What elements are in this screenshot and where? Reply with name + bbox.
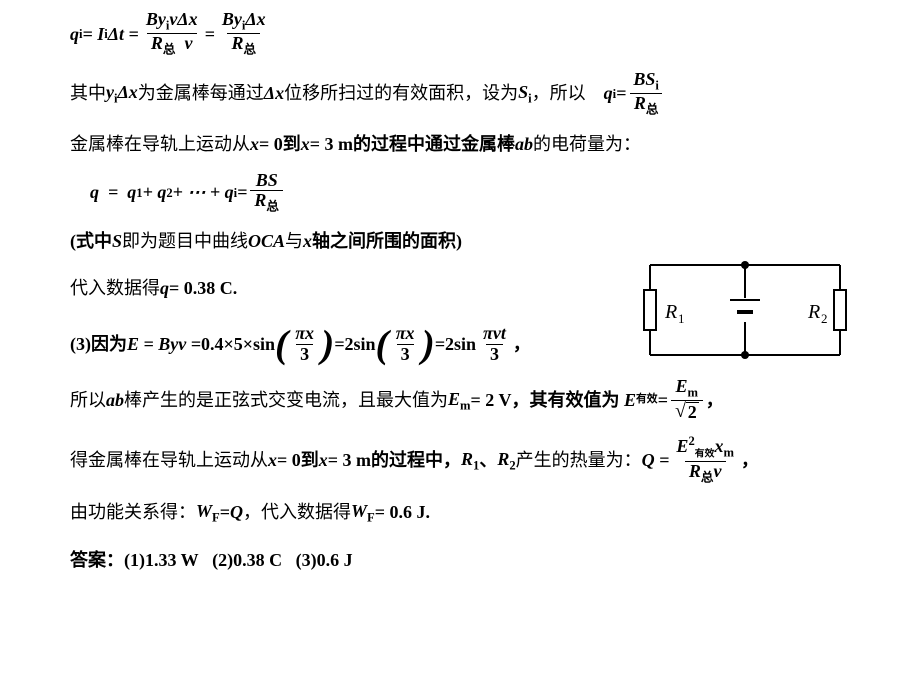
circuit-diagram: R 1 R 2 [630, 250, 860, 370]
explanation-1: 其中 yiΔx 为金属棒每通过 Δx 位移所扫过的有效面积，设为 Si ，所以 … [70, 70, 880, 118]
explanation-5: 得金属棒在导轨上运动从 x = 0到 x = 3 m的过程中， R1 、 R2 … [70, 435, 880, 485]
svg-text:2: 2 [821, 311, 828, 326]
answer-line: 答案： (1)1.33 W (2)0.38 C (3)0.6 J [70, 546, 880, 575]
result-2: 由功能关系得： WF = Q ，代入数据得 WF = 0.6 J. [70, 497, 880, 528]
equation-1: qi = IiΔt = ByivΔx R总 v = ByiΔx R总 [70, 10, 880, 58]
equation-2: q = q1 + q2 + ⋯ + qi = BS R总 [90, 171, 880, 215]
r1-label: R [664, 301, 677, 323]
explanation-4: 所以 ab 棒产生的是正弦式交变电流，且最大值为 Em = 2 V，其有效值为 … [70, 377, 880, 423]
r2-label: R [807, 301, 820, 323]
explanation-2: 金属棒在导轨上运动从 x = 0到 x = 3 m的过程中通过金属棒 ab 的电… [70, 130, 880, 159]
svg-text:1: 1 [678, 311, 685, 326]
